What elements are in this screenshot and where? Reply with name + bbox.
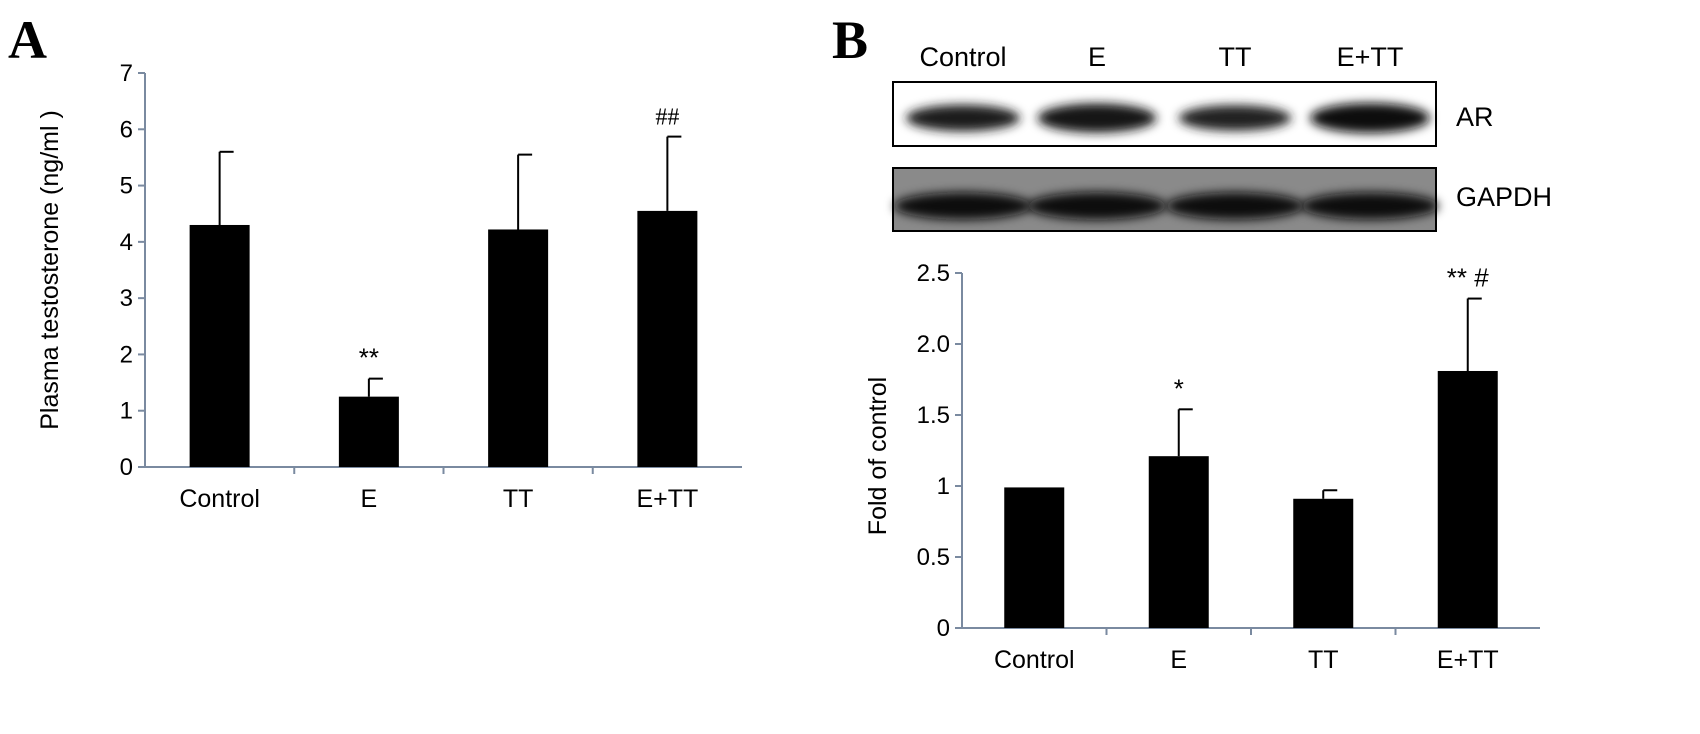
panel-b: B Control E TT E+TT AR GAPDH Fold of con… xyxy=(832,10,1552,674)
blot-band-gapdh xyxy=(894,192,1032,220)
western-blot: Control E TT E+TT AR GAPDH xyxy=(892,42,1552,232)
panel-a: A Plasma testosterone (ng/ml ) 0 1 2 3 4 5 6 7 C… xyxy=(8,10,742,513)
blot-band-gapdh xyxy=(1301,192,1439,220)
y-tick-label: 0 xyxy=(120,454,133,481)
blot-band-ar xyxy=(1178,105,1292,131)
y-tick-label: 7 xyxy=(120,60,133,87)
blot-row-label-gapdh: GAPDH xyxy=(1456,182,1552,212)
panel-a-ylabel: Plasma testosterone (ng/ml ) xyxy=(36,110,64,430)
y-tick-label: 1 xyxy=(937,473,950,500)
bar xyxy=(189,224,250,467)
panel-a-chart: 0 1 2 3 4 5 6 7 Control ** E TT ## E+TT xyxy=(120,60,742,513)
blot-lane-label: TT xyxy=(1219,42,1252,72)
y-tick-label: 1.5 xyxy=(917,402,950,429)
blot-lane-label: E xyxy=(1088,42,1106,72)
significance-label: ## xyxy=(655,105,679,131)
y-tick-label: 6 xyxy=(120,116,133,143)
blot-ar-bands xyxy=(906,103,1430,133)
blot-gapdh-bands xyxy=(894,192,1439,220)
x-category-label: E xyxy=(1170,646,1187,674)
blot-row-label-ar: AR xyxy=(1456,102,1494,132)
bar xyxy=(338,396,399,467)
blot-lane-label: Control xyxy=(919,42,1006,72)
x-category-label: E+TT xyxy=(636,485,698,513)
y-tick-label: 2.0 xyxy=(917,331,950,358)
y-tick-label: 3 xyxy=(120,285,133,312)
significance-label: * xyxy=(1174,373,1184,403)
blot-lane-label: E+TT xyxy=(1337,42,1404,72)
significance-label: ** # xyxy=(1447,263,1489,293)
blot-band-gapdh xyxy=(1166,192,1304,220)
x-category-label: TT xyxy=(503,485,534,513)
blot-band-gapdh xyxy=(1027,192,1167,220)
y-tick-label: 4 xyxy=(120,229,133,256)
x-category-label: Control xyxy=(994,646,1075,674)
panel-b-ylabel: Fold of control xyxy=(864,377,892,535)
bar xyxy=(1148,456,1209,628)
y-tick-label: 1 xyxy=(120,398,133,425)
x-category-label: Control xyxy=(179,485,260,513)
x-category-label: E xyxy=(361,485,378,513)
panel-letter-a: A xyxy=(8,10,47,70)
bar xyxy=(637,210,698,467)
y-tick-label: 0.5 xyxy=(917,544,950,571)
y-tick-label: 0 xyxy=(937,615,950,642)
blot-band-ar xyxy=(1310,103,1430,133)
panel-letter-b: B xyxy=(832,10,868,70)
bar xyxy=(1004,487,1065,628)
panel-b-chart: 0 0.5 1 1.5 2.0 2.5 Control * E TT ** # E+TT xyxy=(917,260,1540,674)
x-category-label: TT xyxy=(1308,646,1339,674)
blot-band-ar xyxy=(1037,103,1157,133)
bar xyxy=(488,229,549,467)
blot-band-ar xyxy=(906,104,1020,132)
bar xyxy=(1437,370,1498,628)
y-tick-label: 2.5 xyxy=(917,260,950,287)
y-tick-label: 2 xyxy=(120,341,133,368)
x-category-label: E+TT xyxy=(1437,646,1499,674)
y-tick-label: 5 xyxy=(120,173,133,200)
bar xyxy=(1293,498,1354,628)
significance-label: ** xyxy=(359,343,379,373)
